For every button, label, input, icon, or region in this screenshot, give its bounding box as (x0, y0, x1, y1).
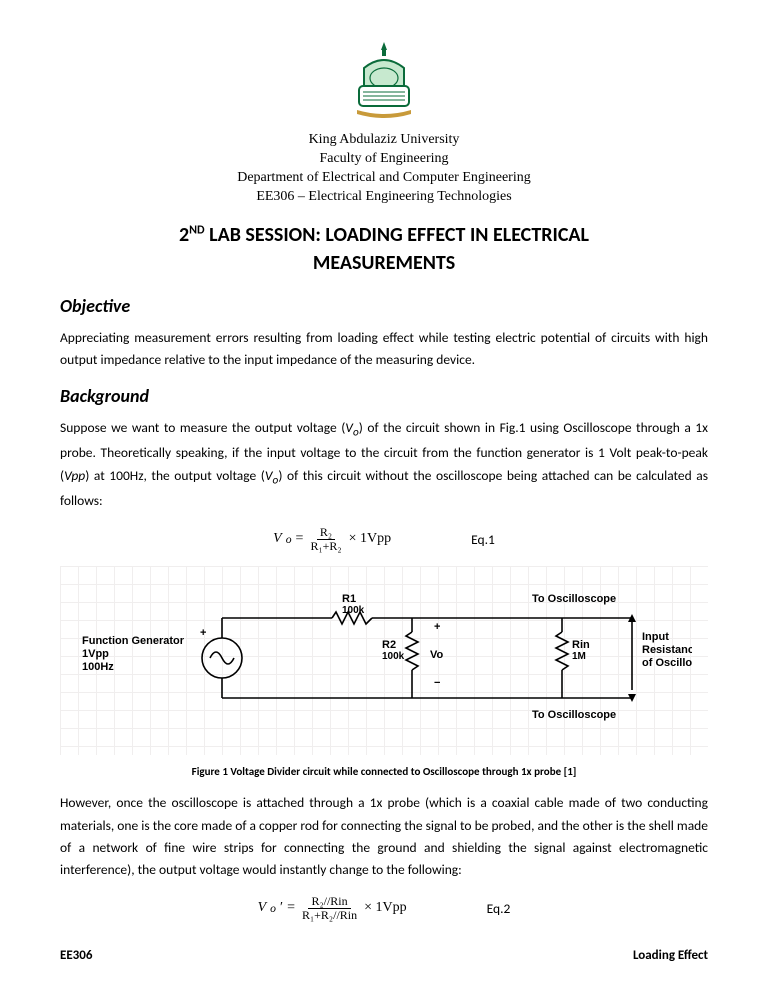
eq2-prime: ′ (280, 900, 283, 916)
bg-vpp: Vpp (64, 467, 85, 484)
in-label-2: Resistance (642, 644, 692, 656)
circuit-diagram-icon: Function Generator 1Vpp 100Hz + R1 100k … (72, 578, 692, 738)
bg-p1-a: Suppose we want to measure the output vo… (60, 419, 345, 436)
eq2-den: R₁+R₂//Rin (299, 909, 360, 922)
figure-1-caption: Figure 1 Voltage Divider circuit while c… (60, 765, 708, 778)
title-pre: 2 (179, 223, 189, 247)
r2-label: R2 (382, 639, 396, 651)
r1-value: 100k (342, 605, 365, 616)
eq1-den: R₁+R₂ (307, 540, 344, 553)
figure-1-container: Function Generator 1Vpp 100Hz + R1 100k … (60, 566, 708, 778)
title-sup: ND (189, 223, 204, 237)
equation-2: Vo ′ = R₂//Rin R₁+R₂//Rin × 1Vpp Eq.2 (60, 895, 708, 921)
objective-heading: Objective (60, 295, 708, 317)
fg-label-1: Function Generator (82, 635, 185, 647)
header-line-1: King Abdulaziz University (60, 131, 708, 150)
eq2-eq: = (287, 900, 295, 916)
eq1-times: × 1Vpp (349, 531, 392, 547)
eq2-num: R₂//Rin (308, 895, 350, 909)
eq1-label: Eq.1 (471, 531, 495, 548)
eq2-lhs-sub: o (270, 902, 276, 915)
background-heading: Background (60, 385, 708, 407)
eq1-lhs: V (273, 531, 282, 547)
fg-label-3: 100Hz (82, 661, 114, 673)
objective-text: Appreciating measurement errors resultin… (60, 327, 708, 372)
eq1-expression: Vo = R₂ R₁+R₂ × 1Vpp (273, 526, 391, 552)
title-post: LAB SESSION: LOADING EFFECT IN ELECTRICA… (205, 223, 589, 247)
vo-minus: − (434, 677, 440, 689)
to-osc-top: To Oscilloscope (532, 593, 616, 605)
page: King Abdulaziz University Faculty of Eng… (0, 0, 768, 993)
background-p2: However, once the oscilloscope is attach… (60, 792, 708, 881)
r1-label: R1 (342, 593, 356, 605)
eq2-expression: Vo ′ = R₂//Rin R₁+R₂//Rin × 1Vpp (258, 895, 407, 921)
background-p1: Suppose we want to measure the output vo… (60, 417, 708, 512)
vo-plus: + (434, 621, 440, 633)
document-title: 2ND LAB SESSION: LOADING EFFECT IN ELECT… (60, 221, 708, 277)
footer-right: Loading Effect (633, 948, 708, 963)
header-line-3: Department of Electrical and Computer En… (60, 169, 708, 188)
in-label-1: Input (642, 631, 669, 643)
footer-left: EE306 (60, 948, 92, 963)
university-logo-icon (349, 40, 419, 118)
eq1-frac: R₂ R₁+R₂ (307, 526, 344, 552)
rin-value: 1M (572, 651, 586, 662)
to-osc-bot: To Oscilloscope (532, 709, 616, 721)
header-line-2: Faculty of Engineering (60, 150, 708, 169)
eq1-num: R₂ (317, 526, 335, 540)
bg-p1-c: ) at 100Hz, the output voltage ( (85, 467, 265, 484)
bg-vo2: V (265, 467, 273, 484)
header-line-4: EE306 – Electrical Engineering Technolog… (60, 188, 708, 207)
eq2-lhs: V (258, 900, 267, 916)
src-plus: + (200, 627, 206, 639)
r2-value: 100k (382, 651, 405, 662)
bg-vo: V (345, 419, 353, 436)
eq1-lhs-sub: o (286, 533, 292, 546)
fg-label-2: 1Vpp (82, 648, 109, 660)
eq1-eq: = (296, 531, 304, 547)
eq2-times: × 1Vpp (364, 900, 407, 916)
eq2-label: Eq.2 (487, 900, 511, 917)
figure-1: Function Generator 1Vpp 100Hz + R1 100k … (60, 566, 708, 755)
vo-label: Vo (430, 649, 444, 661)
equation-1: Vo = R₂ R₁+R₂ × 1Vpp Eq.1 (60, 526, 708, 552)
eq2-frac: R₂//Rin R₁+R₂//Rin (299, 895, 360, 921)
rin-label: Rin (572, 639, 590, 651)
logo-container (60, 40, 708, 123)
in-label-3: of Oscilloscope (642, 657, 692, 669)
title-line2: MEASUREMENTS (313, 251, 455, 275)
header-block: King Abdulaziz University Faculty of Eng… (60, 131, 708, 207)
page-footer: EE306 Loading Effect (60, 948, 708, 963)
